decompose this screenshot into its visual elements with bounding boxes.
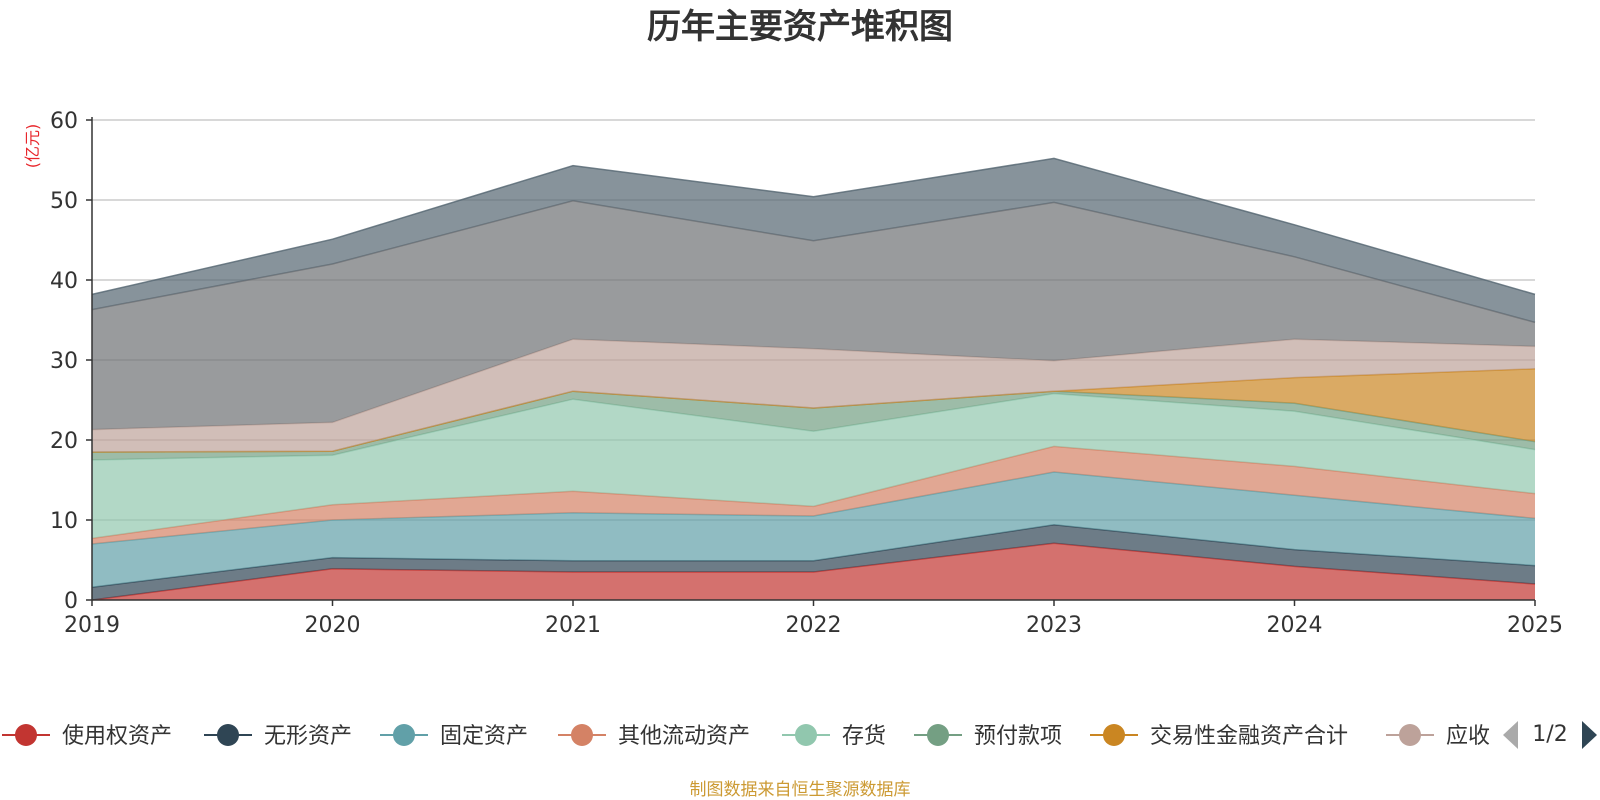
x-tick-label: 2023 — [1026, 613, 1082, 638]
legend-marker-icon — [15, 724, 37, 746]
series-area-4 — [92, 393, 1535, 539]
legend[interactable]: 使用权资产 无形资产 固定资产 其他流动资产 存货 预付款项 交易性金融资产合计 应收 — [2, 724, 1490, 749]
legend-next-page-icon[interactable] — [1582, 721, 1597, 749]
series-area-8 — [92, 200, 1535, 430]
x-tick-label: 2025 — [1507, 613, 1563, 638]
series-area-9 — [92, 158, 1535, 323]
series-area-2 — [92, 472, 1535, 588]
y-tick-label: 0 — [64, 589, 78, 614]
x-tick-label: 2020 — [305, 613, 361, 638]
legend-label: 无形资产 — [264, 724, 352, 749]
legend-label: 预付款项 — [974, 724, 1062, 749]
legend-label: 存货 — [842, 724, 886, 749]
y-tick-label: 40 — [50, 269, 78, 294]
series-area-3 — [92, 446, 1535, 544]
series-areas — [91, 157, 1536, 601]
legend-marker-icon — [393, 724, 415, 746]
legend-marker-icon — [1399, 724, 1421, 746]
legend-label: 应收 — [1446, 724, 1490, 749]
legend-label: 固定资产 — [440, 724, 528, 749]
legend-page-indicator: 1/2 — [1532, 722, 1567, 747]
legend-label: 使用权资产 — [62, 724, 172, 749]
legend-item-2[interactable]: 固定资产 — [380, 724, 528, 749]
y-tick-label: 30 — [50, 349, 78, 374]
x-tick-label: 2022 — [786, 613, 842, 638]
legend-item-4[interactable]: 存货 — [782, 724, 886, 749]
series-area-7 — [92, 339, 1535, 452]
x-tick-label: 2019 — [64, 613, 120, 638]
series-line-9 — [91, 157, 1536, 296]
y-tick-label: 50 — [50, 189, 78, 214]
chart-title: 历年主要资产堆积图 — [647, 7, 953, 47]
y-tick-label: 10 — [50, 509, 78, 534]
legend-item-1[interactable]: 无形资产 — [204, 724, 352, 749]
y-axis-unit-label: (亿元) — [23, 124, 42, 169]
legend-item-0[interactable]: 使用权资产 — [2, 724, 172, 749]
legend-item-6[interactable]: 交易性金融资产合计 — [1090, 724, 1348, 749]
source-note: 制图数据来自恒生聚源数据库 — [690, 780, 911, 800]
legend-marker-icon — [795, 724, 817, 746]
legend-marker-icon — [1103, 724, 1125, 746]
y-tick-label: 20 — [50, 429, 78, 454]
legend-item-3[interactable]: 其他流动资产 — [558, 724, 750, 749]
legend-marker-icon — [927, 724, 949, 746]
legend-label: 交易性金融资产合计 — [1150, 724, 1348, 749]
legend-marker-icon — [571, 724, 593, 746]
x-tick-label: 2024 — [1267, 613, 1323, 638]
series-area-6 — [92, 368, 1535, 452]
legend-pager[interactable]: 1/2 — [1503, 721, 1597, 749]
legend-prev-page-icon[interactable] — [1503, 721, 1518, 749]
legend-item-7[interactable]: 应收 — [1386, 724, 1490, 749]
series-area-1 — [92, 524, 1535, 600]
axes: 0 10 20 30 40 50 60 2019 2020 2021 2022 2023 2024 202… — [50, 109, 1563, 638]
legend-marker-icon — [217, 724, 239, 746]
legend-item-5[interactable]: 预付款项 — [914, 724, 1062, 749]
x-tick-label: 2021 — [545, 613, 601, 638]
series-area-0 — [92, 543, 1535, 600]
legend-label: 其他流动资产 — [618, 724, 750, 749]
series-area-5 — [92, 391, 1535, 460]
y-tick-label: 60 — [50, 109, 78, 134]
